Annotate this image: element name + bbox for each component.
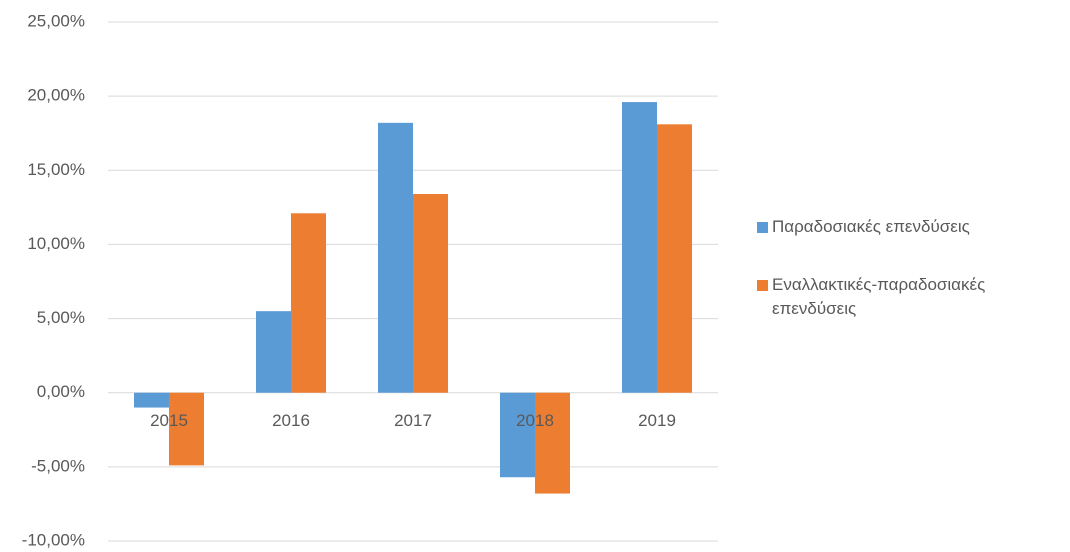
bar bbox=[657, 124, 692, 393]
x-tick-label: 2018 bbox=[516, 411, 554, 430]
y-tick-label: 15,00% bbox=[27, 160, 85, 179]
y-tick-label: 20,00% bbox=[27, 86, 85, 105]
bar bbox=[134, 392, 169, 408]
x-tick-label: 2015 bbox=[150, 411, 188, 430]
bar bbox=[291, 213, 326, 393]
legend-swatch bbox=[757, 280, 768, 291]
legend-swatch bbox=[757, 222, 768, 233]
y-tick-label: 0,00% bbox=[37, 382, 85, 401]
bar bbox=[622, 102, 657, 393]
x-tick-label: 2017 bbox=[394, 411, 432, 430]
legend-label: Παραδοσιακές επενδύσεις bbox=[772, 217, 970, 236]
bar bbox=[256, 311, 291, 393]
legend-item: Εναλλακτικές-παραδοσιακές επενδύσεις bbox=[757, 273, 1062, 321]
bar bbox=[413, 194, 448, 393]
x-tick-label: 2019 bbox=[638, 411, 676, 430]
y-tick-label: -5,00% bbox=[31, 456, 85, 475]
bar bbox=[378, 122, 413, 393]
bar bbox=[535, 392, 570, 494]
y-tick-label: 25,00% bbox=[27, 11, 85, 30]
bar bbox=[169, 392, 204, 466]
bar bbox=[500, 392, 535, 478]
y-tick-label: 5,00% bbox=[37, 308, 85, 327]
legend: Παραδοσιακές επενδύσεις Εναλλακτικές-παρα… bbox=[757, 215, 1062, 355]
y-tick-label: 10,00% bbox=[27, 234, 85, 253]
x-tick-label: 2016 bbox=[272, 411, 310, 430]
legend-item: Παραδοσιακές επενδύσεις bbox=[757, 215, 1062, 239]
legend-label: Εναλλακτικές-παραδοσιακές επενδύσεις bbox=[772, 275, 986, 318]
y-tick-label: -10,00% bbox=[22, 530, 85, 549]
